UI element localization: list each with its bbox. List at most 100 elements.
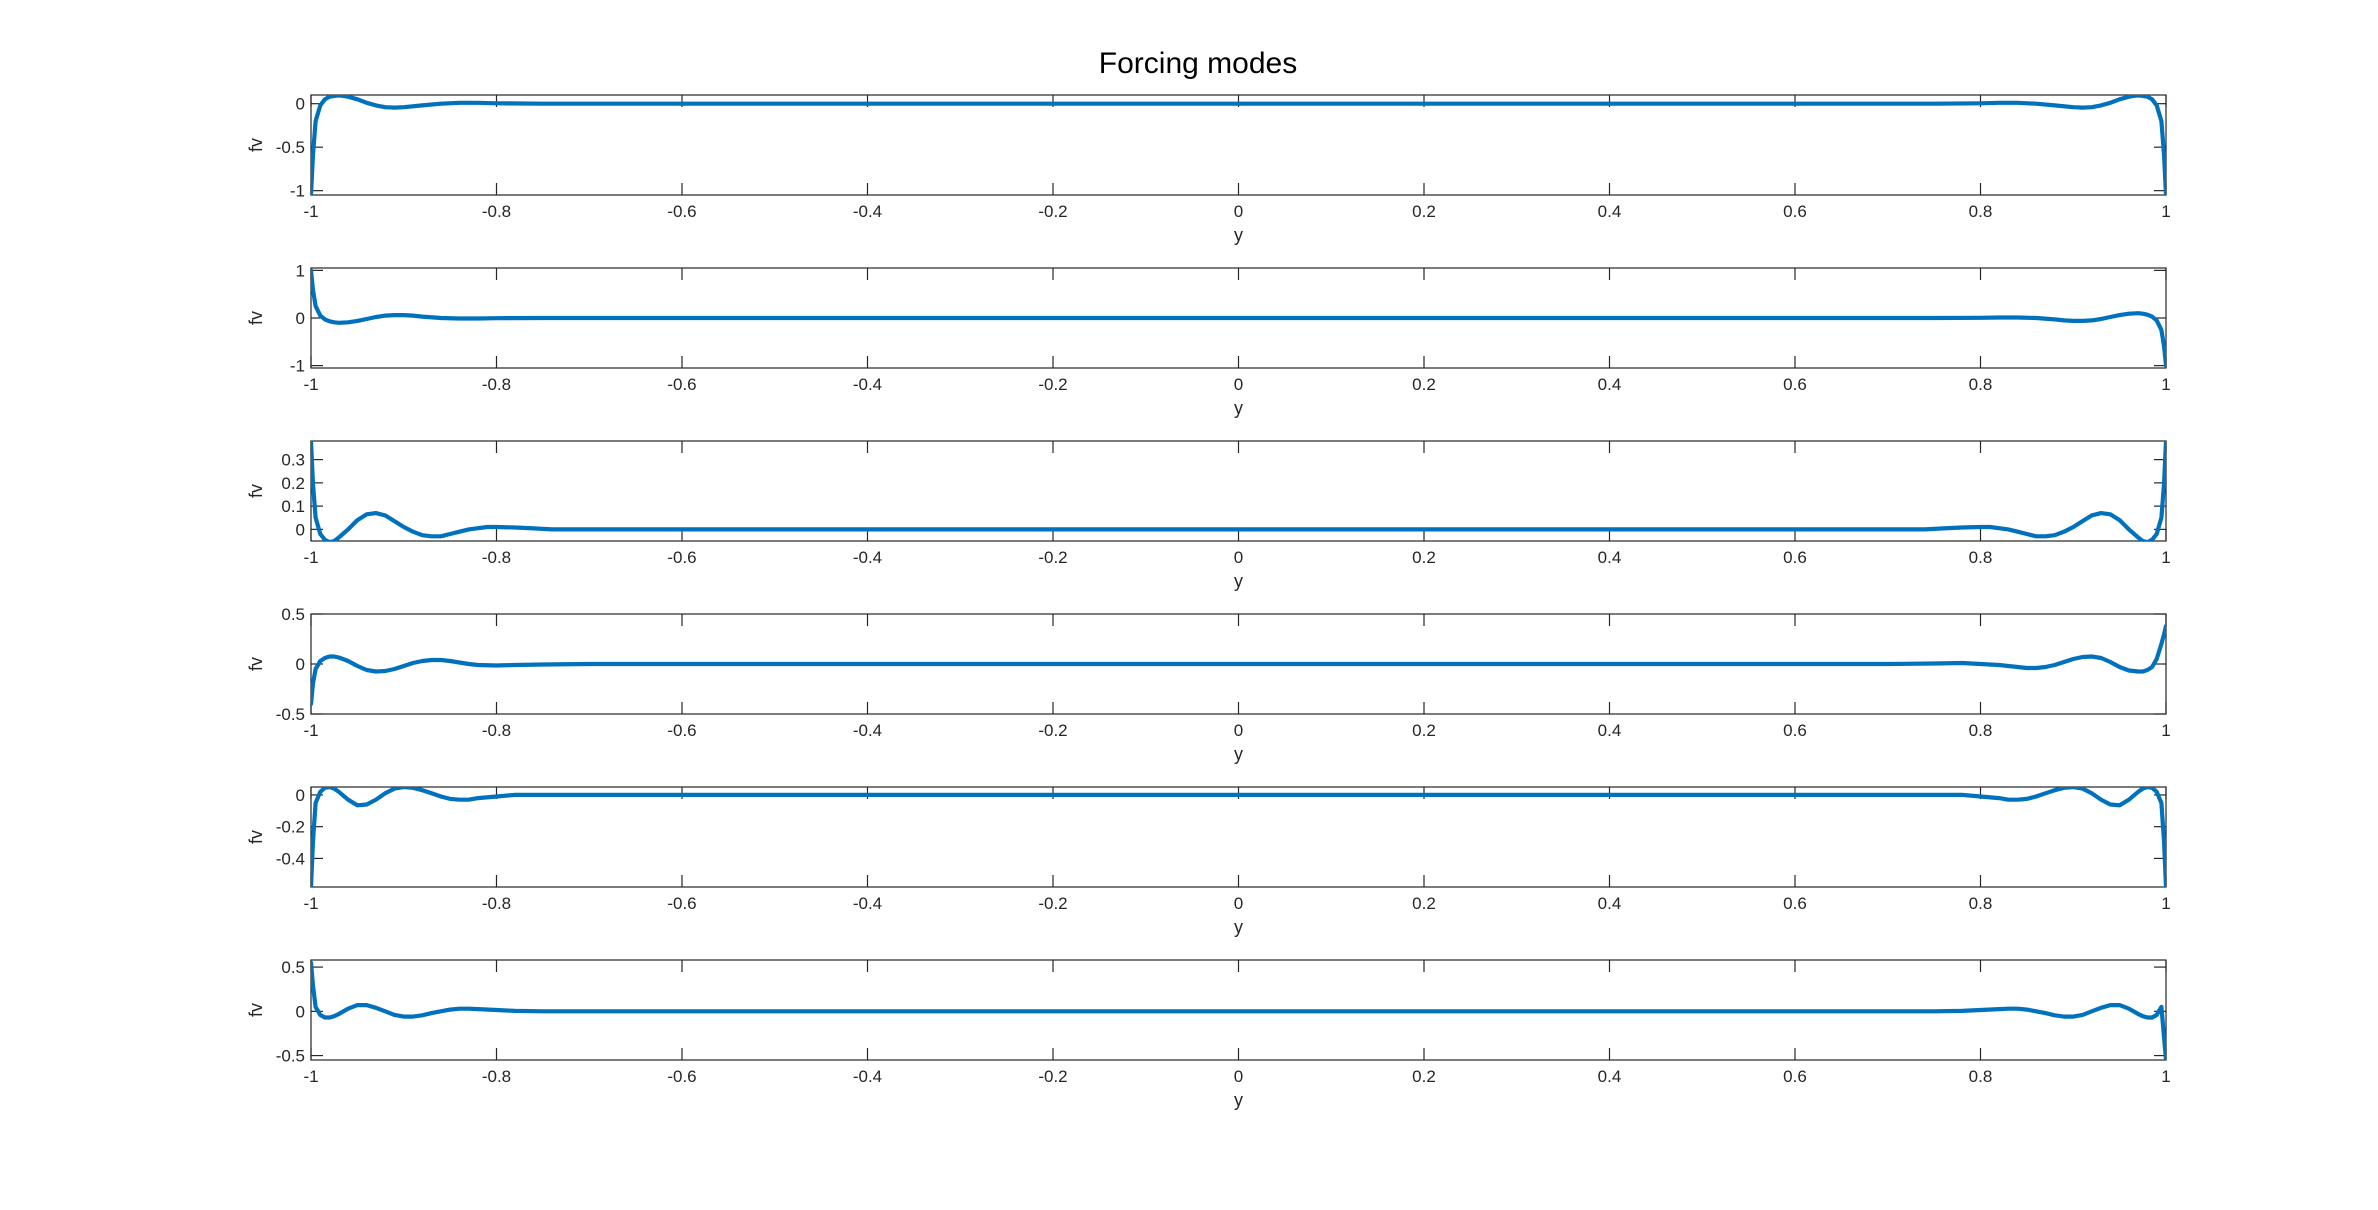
chart-1-ytick-label-1: -0.5 xyxy=(276,138,305,157)
chart-1-axes-box xyxy=(310,94,2167,196)
chart-3-xtick-label-10: 1 xyxy=(2161,548,2170,567)
chart-6-xtick-label-4: -0.2 xyxy=(1038,1067,1067,1086)
chart-4-xtick-label-9: 0.8 xyxy=(1969,721,1993,740)
chart-6-xtick-label-6: 0.2 xyxy=(1412,1067,1436,1086)
chart-4-xtick-label-8: 0.6 xyxy=(1783,721,1807,740)
chart-4: -1 -0.8 -0.6 -0.4 -0.2 0 0.2 0.4 0.6 0.8 1 -0.5 0 0.5… xyxy=(246,605,2171,764)
chart-5-xtick-label-10: 1 xyxy=(2161,894,2170,913)
chart-6-xtick-label-1: -0.8 xyxy=(482,1067,511,1086)
chart-5-xtick-label-3: -0.4 xyxy=(853,894,882,913)
chart-2-xtick-label-6: 0.2 xyxy=(1412,375,1436,394)
chart-5-xtick-label-8: 0.6 xyxy=(1783,894,1807,913)
chart-2: -1 -0.8 -0.6 -0.4 -0.2 0 0.2 0.4 0.6 0.8 1 -1 0 1 y fv xyxy=(246,261,2171,418)
chart-2-xtick-label-2: -0.6 xyxy=(667,375,696,394)
chart-5-xtick-label-6: 0.2 xyxy=(1412,894,1436,913)
chart-6-xtick-label-10: 1 xyxy=(2161,1067,2170,1086)
chart-6-ylabel: fv xyxy=(246,1003,266,1017)
chart-5-xlabel: y xyxy=(1234,917,1243,937)
chart-2-series-line-1 xyxy=(311,268,2166,368)
chart-6-xlabel: y xyxy=(1234,1090,1243,1110)
chart-5-series-line-1 xyxy=(311,787,2166,887)
chart-4-xtick-label-3: -0.4 xyxy=(853,721,882,740)
chart-1-xtick-label-5: 0 xyxy=(1234,202,1243,221)
chart-4-ytick-label-1: 0 xyxy=(296,655,305,674)
chart-1-xlabel: y xyxy=(1234,225,1243,245)
chart-1-xtick-label-8: 0.6 xyxy=(1783,202,1807,221)
chart-2-xtick-label-3: -0.4 xyxy=(853,375,882,394)
chart-2-xtick-label-7: 0.4 xyxy=(1598,375,1622,394)
chart-6-xtick-label-9: 0.8 xyxy=(1969,1067,1993,1086)
chart-3-axes-box xyxy=(310,440,2167,542)
chart-3-xtick-label-6: 0.2 xyxy=(1412,548,1436,567)
chart-6-ytick-label-2: 0.5 xyxy=(281,958,305,977)
chart-1-ylabel: fv xyxy=(246,138,266,152)
chart-5: -1 -0.8 -0.6 -0.4 -0.2 0 0.2 0.4 0.6 0.8 1 -0.4 -0.2… xyxy=(246,786,2171,937)
chart-3-ytick-label-0: 0 xyxy=(296,520,305,539)
chart-2-ytick-label-1: 0 xyxy=(296,309,305,328)
chart-5-xtick-label-0: -1 xyxy=(303,894,318,913)
chart-5-ylabel: fv xyxy=(246,830,266,844)
chart-6-xtick-label-5: 0 xyxy=(1234,1067,1243,1086)
chart-4-ylabel: fv xyxy=(246,657,266,671)
chart-2-xtick-label-10: 1 xyxy=(2161,375,2170,394)
chart-6-xtick-label-7: 0.4 xyxy=(1598,1067,1622,1086)
chart-4-xtick-label-0: -1 xyxy=(303,721,318,740)
chart-1-xtick-label-10: 1 xyxy=(2161,202,2170,221)
figure-title: Forcing modes xyxy=(1099,47,1297,80)
subplots-group: -1 -0.8 -0.6 -0.4 -0.2 0 0.2 0.4 0.6 0.8 1-1-0.50y… xyxy=(246,94,2171,1110)
chart-3-xtick-label-1: -0.8 xyxy=(482,548,511,567)
chart-3-xtick-label-9: 0.8 xyxy=(1969,548,1993,567)
chart-5-ytick-label-1: -0.2 xyxy=(276,818,305,837)
chart-3-ytick-label-1: 0.1 xyxy=(281,497,305,516)
chart-2-xtick-label-8: 0.6 xyxy=(1783,375,1807,394)
chart-2-xlabel: y xyxy=(1234,398,1243,418)
chart-6-xtick-label-2: -0.6 xyxy=(667,1067,696,1086)
chart-5-xtick-label-5: 0 xyxy=(1234,894,1243,913)
chart-5-xtick-label-4: -0.2 xyxy=(1038,894,1067,913)
chart-2-xtick-label-0: -1 xyxy=(303,375,318,394)
chart-1-xtick-label-2: -0.6 xyxy=(667,202,696,221)
chart-4-ytick-label-2: 0.5 xyxy=(281,605,305,624)
chart-4-xtick-label-10: 1 xyxy=(2161,721,2170,740)
chart-6-ytick-label-1: 0 xyxy=(296,1002,305,1021)
chart-4-ytick-label-0: -0.5 xyxy=(276,705,305,724)
chart-2-ytick-label-0: -1 xyxy=(290,357,305,376)
chart-5-xtick-label-1: -0.8 xyxy=(482,894,511,913)
chart-3-series-line-1 xyxy=(311,441,2166,541)
chart-3-ylabel: fv xyxy=(246,484,266,498)
chart-1-xtick-label-3: -0.4 xyxy=(853,202,882,221)
chart-1: -1 -0.8 -0.6 -0.4 -0.2 0 0.2 0.4 0.6 0.8 1 -1 -0.5 0 y… xyxy=(246,94,2171,245)
chart-1-ytick-label-0: -1 xyxy=(290,182,305,201)
chart-5-xtick-label-7: 0.4 xyxy=(1598,894,1622,913)
chart-6-series-line-1 xyxy=(311,960,2166,1060)
chart-6-ytick-label-0: -0.5 xyxy=(276,1047,305,1066)
chart-2-xtick-label-1: -0.8 xyxy=(482,375,511,394)
chart-3-ytick-label-2: 0.2 xyxy=(281,474,305,493)
chart-6: -1 -0.8 -0.6 -0.4 -0.2 0 0.2 0.4 0.6 0.8 1 -0.5 0 0.5… xyxy=(246,958,2171,1110)
chart-6-xtick-label-0: -1 xyxy=(303,1067,318,1086)
chart-3-xtick-label-8: 0.6 xyxy=(1783,548,1807,567)
chart-5-xtick-label-9: 0.8 xyxy=(1969,894,1993,913)
chart-3-xtick-label-0: -1 xyxy=(303,548,318,567)
chart-2-xtick-label-5: 0 xyxy=(1234,375,1243,394)
chart-3-xtick-label-5: 0 xyxy=(1234,548,1243,567)
chart-2-xtick-label-9: 0.8 xyxy=(1969,375,1993,394)
chart-1-xtick-label-4: -0.2 xyxy=(1038,202,1067,221)
chart-4-series-line-1 xyxy=(311,623,2166,707)
chart-1-xtick-label-1: -0.8 xyxy=(482,202,511,221)
chart-2-ylabel: fv xyxy=(246,311,266,325)
chart-1-ytick-label-2: 0 xyxy=(296,95,305,114)
chart-4-xtick-label-1: -0.8 xyxy=(482,721,511,740)
chart-4-xtick-label-4: -0.2 xyxy=(1038,721,1067,740)
chart-1-xtick-label-7: 0.4 xyxy=(1598,202,1622,221)
chart-1-xtick-label-6: 0.2 xyxy=(1412,202,1436,221)
chart-4-xtick-label-6: 0.2 xyxy=(1412,721,1436,740)
chart-3: -1 -0.8 -0.6 -0.4 -0.2 0 0.2 0.4 0.6 0.8 1 0 0.1 0.2 0… xyxy=(246,440,2171,591)
chart-3-xtick-label-2: -0.6 xyxy=(667,548,696,567)
chart-3-xtick-label-4: -0.2 xyxy=(1038,548,1067,567)
chart-6-xtick-label-3: -0.4 xyxy=(853,1067,882,1086)
chart-4-xlabel: y xyxy=(1234,744,1243,764)
chart-3-ytick-label-3: 0.3 xyxy=(281,451,305,470)
chart-5-axes-box xyxy=(310,786,2167,888)
